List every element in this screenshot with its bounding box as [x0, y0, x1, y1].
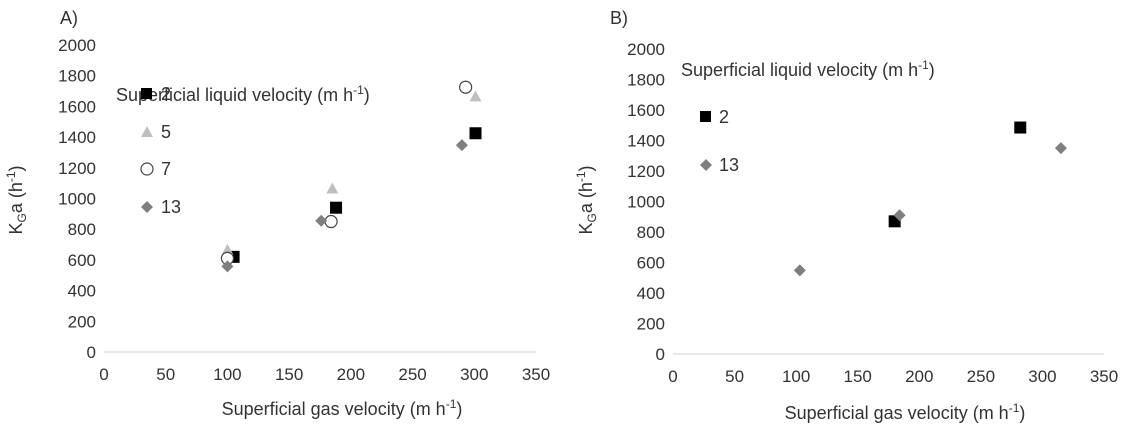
- data-point-series-13: [793, 264, 806, 277]
- legend-label-b-2: 2: [719, 107, 729, 127]
- data-point-series-13: [455, 139, 468, 152]
- x-tick-label: 0: [99, 365, 108, 384]
- panel-a-y-ticks: 0 200 400 600 800 1000 1200 1400 1600 1800 2000: [58, 36, 96, 362]
- y-tick-label: 0: [87, 343, 96, 362]
- y-tick-label: 2000: [58, 36, 96, 55]
- y-tick-label: 1800: [627, 71, 665, 90]
- y-tick-label: 1400: [627, 132, 665, 151]
- y-tick-label: 800: [637, 223, 665, 242]
- y-tick-label: 200: [68, 312, 96, 331]
- y-tick-label: 1600: [627, 101, 665, 120]
- x-tick-label: 50: [725, 367, 744, 386]
- x-tick-label: 200: [905, 367, 933, 386]
- y-tick-label: 600: [68, 251, 96, 270]
- y-tick-label: 600: [637, 254, 665, 273]
- data-point-series-5: [326, 182, 339, 194]
- y-tick-label: 1000: [58, 190, 96, 209]
- legend-label-a-7: 7: [161, 159, 171, 179]
- legend-marker-b-2: [700, 111, 711, 122]
- panel-b-x-ticks: 0 50 100 150 200 250 300 350: [668, 367, 1118, 386]
- legend-label-a-2: 2: [161, 84, 171, 104]
- legend-marker-a-13: [141, 201, 153, 213]
- data-point-series-13: [893, 209, 906, 222]
- y-tick-label: 400: [68, 282, 96, 301]
- panel-a-y-axis-title: KGa (h-1): [4, 165, 29, 234]
- panel-b: B) 0200400600800100012001400160018002000…: [574, 8, 1118, 423]
- legend-label-b-13: 13: [719, 155, 739, 175]
- x-tick-label: 350: [522, 365, 550, 384]
- x-tick-label: 0: [668, 367, 677, 386]
- x-tick-label: 150: [275, 365, 303, 384]
- data-point-series-13: [1054, 142, 1067, 155]
- legend-marker-b-13: [700, 159, 712, 171]
- legend-marker-a-5: [141, 126, 153, 137]
- x-tick-label: 100: [213, 365, 241, 384]
- x-tick-label: 50: [156, 365, 175, 384]
- y-tick-label: 1600: [58, 97, 96, 116]
- panel-a: A) 0200400600800100012001400160018002000…: [4, 8, 550, 419]
- panel-label-a: A): [60, 8, 78, 28]
- y-tick-label: 2000: [627, 40, 665, 59]
- data-point-series-2: [1014, 121, 1027, 134]
- y-tick-label: 200: [637, 315, 665, 334]
- data-point-series-5: [221, 243, 234, 255]
- x-tick-label: 250: [398, 365, 426, 384]
- y-tick-label: 1200: [58, 159, 96, 178]
- y-tick-label: 1200: [627, 162, 665, 181]
- x-tick-label: 300: [1028, 367, 1056, 386]
- x-tick-label: 150: [844, 367, 872, 386]
- panel-a-x-ticks: 0 50 100 150 200 250 300 350: [99, 365, 550, 384]
- data-point-series-2: [330, 201, 343, 214]
- y-tick-label: 1400: [58, 128, 96, 147]
- legend-marker-a-2: [141, 88, 152, 99]
- panel-b-legend-title: Superficial liquid velocity (m h-1): [681, 58, 935, 80]
- panel-b-y-axis-title: KGa (h-1): [574, 165, 599, 234]
- panel-a-legend-title: Superficial liquid velocity (m h-1): [116, 83, 370, 105]
- y-tick-label: 400: [637, 284, 665, 303]
- panel-a-x-axis-title: Superficial gas velocity (m h-1): [222, 397, 463, 419]
- data-point-series-2: [469, 127, 482, 140]
- legend-label-a-5: 5: [161, 122, 171, 142]
- y-tick-label: 1800: [58, 67, 96, 86]
- panel-b-x-axis-title: Superficial gas velocity (m h-1): [785, 401, 1026, 423]
- panel-label-b: B): [610, 8, 628, 28]
- data-point-series-13: [221, 260, 234, 273]
- y-tick-label: 0: [656, 345, 665, 364]
- y-tick-label: 1000: [627, 193, 665, 212]
- panel-a-plot-points: [220, 80, 482, 273]
- data-point-series-5: [469, 90, 482, 102]
- legend-marker-a-7: [140, 162, 154, 176]
- data-point-series-7: [324, 214, 338, 229]
- x-tick-label: 300: [460, 365, 488, 384]
- data-point-series-7: [459, 80, 473, 94]
- x-tick-label: 100: [782, 367, 810, 386]
- panel-b-plot-points: [793, 121, 1067, 277]
- x-tick-label: 200: [337, 365, 365, 384]
- x-tick-label: 350: [1090, 367, 1118, 386]
- data-point-series-13: [315, 214, 328, 227]
- legend-label-a-13: 13: [161, 197, 181, 217]
- y-tick-label: 800: [68, 220, 96, 239]
- x-tick-label: 250: [967, 367, 995, 386]
- panel-b-y-ticks: 0 200 400 600 800 1000 1200 1400 1600 1800 2000: [627, 40, 665, 364]
